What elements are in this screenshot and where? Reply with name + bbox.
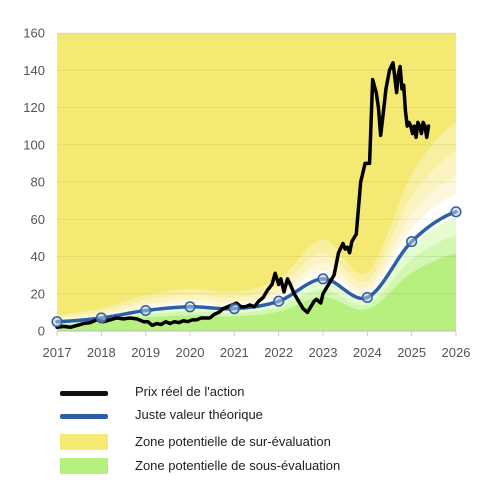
x-tick-label: 2021 — [220, 345, 249, 360]
gridlines — [56, 32, 457, 336]
y-tick-label: 80 — [31, 175, 45, 190]
y-tick-label: 60 — [31, 212, 45, 227]
axis-ticks: 0 20 40 60 80 100 120 140 160 2017 2018 2019 2020 202… — [23, 26, 470, 361]
fair-value-point — [273, 295, 285, 307]
band-over-3 — [57, 122, 456, 332]
legend-swatch-overvaluation — [60, 434, 108, 450]
fair-value-point — [95, 312, 107, 324]
fair-value-point — [406, 236, 418, 248]
y-tick-label: 140 — [23, 63, 45, 78]
legend-swatch-fair-value — [60, 414, 108, 419]
x-tick-label: 2026 — [442, 345, 471, 360]
legend-label-fair-value: Juste valeur théorique — [135, 407, 263, 422]
legend: Prix réel de l'action Juste valeur théor… — [0, 372, 492, 500]
y-tick-label: 0 — [38, 324, 45, 339]
legend-label-price: Prix réel de l'action — [135, 384, 245, 399]
x-tick-label: 2020 — [176, 345, 205, 360]
undervaluation-zone — [57, 253, 456, 331]
x-tick-label: 2022 — [264, 345, 293, 360]
y-tick-label: 20 — [31, 286, 45, 301]
x-tick-label: 2018 — [87, 345, 116, 360]
fair-value-point — [140, 304, 152, 317]
legend-swatch-price — [60, 391, 108, 396]
price-line — [55, 61, 431, 330]
band-under-1 — [57, 217, 456, 331]
fair-value-point — [51, 316, 63, 328]
fair-value-point — [228, 303, 240, 315]
legend-label-overvaluation: Zone potentielle de sur-évaluation — [135, 434, 331, 449]
fair-value-point — [317, 273, 329, 285]
x-tick-label: 2025 — [397, 345, 426, 360]
series-layer — [51, 61, 462, 330]
x-tick-label: 2024 — [353, 345, 382, 360]
legend-label-undervaluation: Zone potentielle de sous-évaluation — [135, 458, 341, 473]
x-tick-label: 2023 — [309, 345, 338, 360]
y-tick-label: 40 — [31, 249, 45, 264]
x-tick-label: 2017 — [43, 345, 72, 360]
legend-swatch-undervaluation — [60, 458, 108, 474]
y-tick-label: 120 — [23, 100, 45, 115]
y-tick-label: 100 — [23, 137, 45, 152]
valuation-chart: 0 20 40 60 80 100 120 140 160 2017 2018 2019 2020 202… — [23, 26, 470, 361]
band-over-2 — [57, 152, 456, 331]
fair-value-point — [184, 301, 196, 313]
y-tick-label: 160 — [23, 26, 45, 41]
fair-value-point — [361, 291, 373, 304]
x-tick-label: 2019 — [131, 345, 160, 360]
band-under-2 — [57, 235, 456, 331]
fair-value-point — [450, 206, 462, 218]
